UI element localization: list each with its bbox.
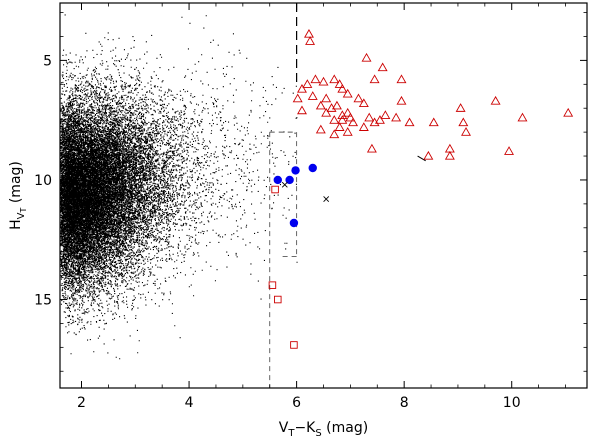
triangle-marker <box>348 117 359 127</box>
triangle-marker <box>345 112 356 122</box>
triangle-marker <box>337 115 348 124</box>
y-axis-title: HVT (mag) <box>8 161 28 230</box>
triangle-marker <box>423 150 434 160</box>
x-tick-label: 8 <box>400 395 409 411</box>
filled-circle-marker <box>291 166 300 175</box>
triangle-marker <box>321 107 332 117</box>
filled-circle-marker <box>308 163 317 173</box>
cross-marker <box>323 196 330 203</box>
triangle-marker <box>329 129 340 139</box>
triangle-marker <box>342 107 353 117</box>
x-tick-label: 2 <box>77 395 86 411</box>
x-tick-labels: 2 4 6 8 10 <box>77 395 521 411</box>
triangle-marker <box>342 127 353 136</box>
triangle-marker <box>334 79 345 88</box>
background-star-field <box>60 14 298 360</box>
y-tick-label: 15 <box>34 293 52 309</box>
triangle-marker <box>297 83 307 93</box>
triangle-marker <box>458 117 469 127</box>
triangle-marker <box>369 117 380 127</box>
triangle-marker <box>315 124 326 134</box>
triangle-marker <box>315 100 326 110</box>
triangle-marker <box>391 112 402 122</box>
x-axis-title: VT−KS (mag) <box>279 420 368 439</box>
triangle-marker <box>334 122 345 131</box>
triangle-marker <box>444 150 455 160</box>
triangle-marker <box>329 74 340 84</box>
background-dots <box>60 14 298 360</box>
triangle-marker <box>428 117 439 127</box>
triangle-marker <box>404 117 415 127</box>
triangle-marker <box>302 79 313 88</box>
triangle-marker <box>374 115 385 124</box>
triangle-marker <box>305 36 316 45</box>
triangle-marker <box>361 52 372 62</box>
triangle-marker <box>396 95 407 105</box>
triangle-marker <box>358 98 369 108</box>
triangle-marker <box>563 107 574 117</box>
square-marker <box>274 295 282 304</box>
triangle-marker <box>307 91 318 100</box>
triangle-marker <box>331 100 342 110</box>
triangle-marker <box>318 76 329 86</box>
chart-overlay-lines <box>269 3 426 388</box>
triangle-marker <box>380 110 391 119</box>
triangle-marker <box>304 28 314 38</box>
triangle-marker <box>396 74 407 84</box>
triangle-marker <box>329 115 340 124</box>
y-tick-labels: 5 10 15 <box>34 53 52 308</box>
y-tick-label: 10 <box>34 173 52 189</box>
triangle-marker <box>455 103 466 112</box>
triangle-marker <box>292 93 303 103</box>
triangle-marker <box>517 112 528 122</box>
x-tick-label: 10 <box>503 395 521 411</box>
triangle-marker <box>310 74 321 84</box>
axis-ticks <box>60 3 587 388</box>
filled-circle-marker <box>289 218 299 228</box>
triangle-marker <box>297 105 307 115</box>
dash-segment <box>417 155 426 162</box>
triangle-marker <box>358 122 369 131</box>
cross-marker <box>281 181 288 188</box>
triangle-marker <box>366 143 377 153</box>
triangle-marker <box>353 93 364 103</box>
triangle-marker <box>337 83 348 93</box>
triangle-marker <box>321 93 332 103</box>
triangle-marker <box>490 95 501 105</box>
chart-markers <box>268 28 574 349</box>
square-marker <box>271 185 279 194</box>
square-marker <box>290 341 298 349</box>
filled-circle-marker <box>285 175 294 185</box>
triangle-marker <box>504 146 515 155</box>
x-tick-label: 6 <box>292 395 301 411</box>
square-marker <box>268 281 277 289</box>
plot-frame <box>59 2 588 389</box>
x-tick-label: 4 <box>185 395 194 411</box>
triangle-marker <box>369 74 380 84</box>
triangle-marker <box>364 112 375 122</box>
triangle-marker <box>444 143 455 153</box>
filled-circle-marker <box>273 175 282 185</box>
triangle-marker <box>461 127 471 136</box>
y-tick-label: 5 <box>43 53 52 69</box>
triangle-marker <box>326 103 337 112</box>
triangle-marker <box>342 88 353 98</box>
triangle-marker <box>377 62 388 72</box>
